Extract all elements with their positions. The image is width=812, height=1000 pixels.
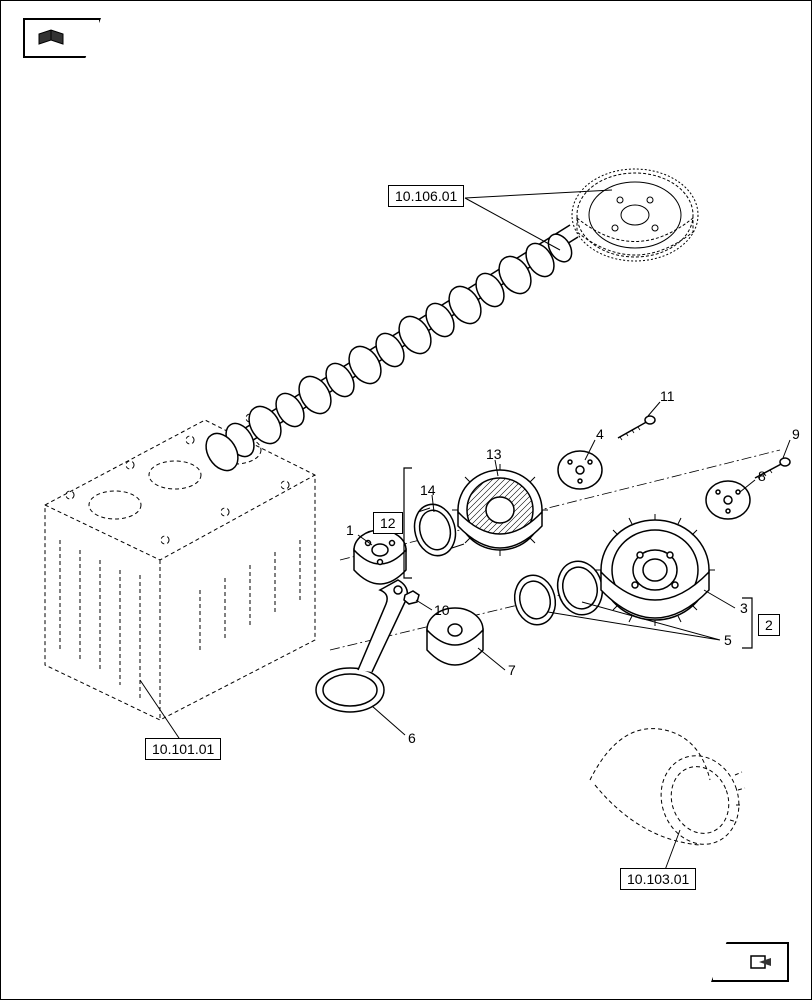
- ref-box-top-center: 10.106.01: [388, 185, 464, 207]
- part-plate-8: [706, 481, 750, 519]
- camshaft: [200, 225, 578, 476]
- part-plate-4: [558, 451, 602, 489]
- camshaft-gear: [572, 169, 698, 261]
- parts-diagram: [0, 0, 812, 1000]
- callout-7: 7: [508, 662, 516, 678]
- part-bolt-11: [618, 416, 655, 440]
- part-gear-3: [595, 514, 715, 626]
- bracket-label-2: 2: [758, 614, 780, 636]
- ref-box-bottom-right: 10.103.01: [620, 868, 696, 890]
- callout-6: 6: [408, 730, 416, 746]
- callout-11: 11: [660, 388, 675, 404]
- callout-14: 14: [420, 482, 436, 498]
- part-bushing-14: [409, 500, 464, 561]
- callout-1: 1: [346, 522, 354, 538]
- callout-5: 5: [724, 632, 732, 648]
- crankshaft-gear: [590, 729, 751, 856]
- part-gear-13: [452, 464, 548, 556]
- ref-box-bottom-left: 10.101.01: [145, 738, 221, 760]
- bracket-label-12: 12: [373, 512, 403, 534]
- leader-refbox-br: [665, 830, 680, 870]
- callout-9: 9: [792, 426, 800, 442]
- callout-3: 3: [740, 600, 748, 616]
- part-bushings-5: [510, 556, 608, 629]
- callout-8: 8: [758, 468, 766, 484]
- callout-10: 10: [434, 602, 450, 618]
- callout-4: 4: [596, 426, 604, 442]
- part-bracket-6: [316, 580, 407, 712]
- callout-13: 13: [486, 446, 502, 462]
- engine-block-outline: [45, 414, 315, 720]
